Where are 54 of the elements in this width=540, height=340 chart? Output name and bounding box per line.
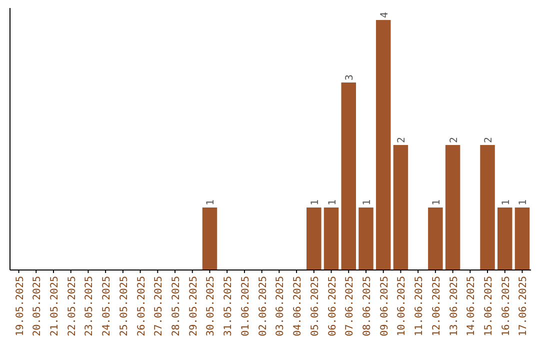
bar [445, 145, 460, 270]
data-label: 2 [396, 136, 408, 143]
bar [393, 145, 408, 270]
bar [324, 208, 339, 270]
bar [341, 82, 356, 270]
x-tick-label: 07.06.2025 [344, 276, 356, 336]
data-label: 1 [500, 199, 512, 206]
bar [497, 208, 512, 270]
bar [480, 145, 495, 270]
x-tick-label: 16.06.2025 [500, 276, 512, 336]
data-label: 1 [310, 199, 321, 206]
x-tick-label: 02.06.2025 [258, 276, 269, 336]
bar [306, 208, 322, 270]
x-tick-label: 28.05.2025 [171, 276, 182, 336]
bar [428, 208, 443, 270]
data-label: 1 [518, 199, 530, 206]
x-tick-label: 10.06.2025 [396, 276, 408, 336]
x-tick-label: 14.06.2025 [466, 276, 478, 336]
x-tick-label: 30.05.2025 [206, 276, 217, 336]
x-tick-label: 27.05.2025 [154, 276, 165, 336]
x-tick-label: 15.06.2025 [484, 276, 495, 336]
x-tick-label: 26.05.2025 [136, 276, 148, 336]
x-tick-label: 13.06.2025 [448, 276, 460, 336]
x-tick-label: 01.06.2025 [240, 276, 252, 336]
x-tick-label: 08.06.2025 [362, 276, 373, 336]
x-tick-label: 31.05.2025 [223, 276, 234, 336]
data-label: 4 [379, 12, 390, 18]
bar [202, 208, 218, 270]
x-tick-label: 25.05.2025 [118, 276, 130, 336]
x-tick-label: 04.06.2025 [292, 276, 304, 336]
data-label: 3 [344, 74, 356, 80]
data-label: 2 [484, 136, 495, 143]
bar [358, 208, 374, 270]
bar [514, 208, 530, 270]
x-tick-label: 24.05.2025 [102, 276, 113, 336]
x-tick-label: 17.06.2025 [518, 276, 530, 336]
data-label: 1 [431, 199, 442, 206]
x-tick-label: 20.05.2025 [32, 276, 44, 336]
bar [376, 20, 391, 270]
x-tick-label: 22.05.2025 [66, 276, 78, 336]
x-tick-label: 19.05.2025 [14, 276, 26, 336]
data-label: 1 [327, 199, 338, 206]
x-tick-label: 05.06.2025 [310, 276, 321, 336]
x-tick-label: 21.05.2025 [49, 276, 60, 336]
x-tick-label: 29.05.2025 [188, 276, 200, 336]
data-label: 2 [448, 136, 460, 143]
data-label: 1 [206, 199, 217, 206]
x-tick-label: 03.06.2025 [275, 276, 286, 336]
x-tick-label: 11.06.2025 [414, 276, 426, 336]
data-label: 1 [362, 199, 373, 206]
x-tick-label: 09.06.2025 [379, 276, 390, 336]
x-tick-label: 23.05.2025 [84, 276, 96, 336]
x-tick-label: 12.06.2025 [431, 276, 442, 336]
x-tick-label: 06.06.2025 [327, 276, 338, 336]
